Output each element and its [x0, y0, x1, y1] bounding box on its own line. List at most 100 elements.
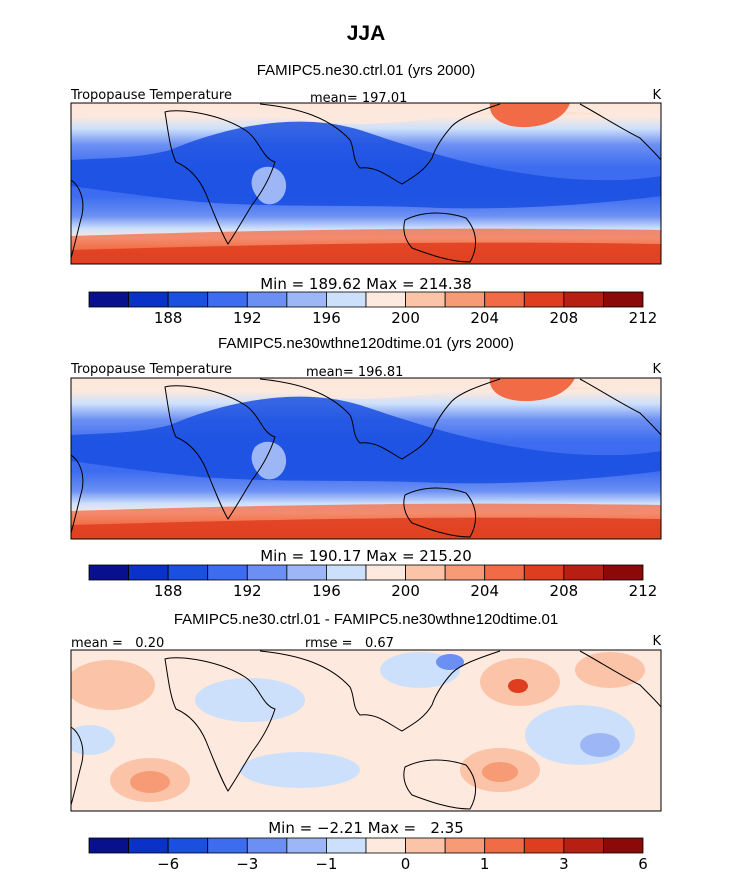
colorbar-swatch: [128, 564, 169, 581]
map-frame: [70, 102, 662, 265]
colorbar-swatch: [365, 837, 406, 854]
colorbar-swatch: [326, 837, 367, 854]
colorbar-tick-label: 188: [154, 582, 183, 600]
colorbar-swatch: [246, 837, 288, 854]
colorbar-swatch: [246, 291, 288, 308]
min-max-label: Min = 190.17 Max = 215.20: [260, 547, 472, 565]
coastline-north-america: [579, 103, 661, 161]
warm-spot-pacific: [489, 103, 570, 128]
coastline-south-america: [71, 726, 84, 806]
colorbar-swatch: [484, 837, 525, 854]
coastline-south-america: [71, 454, 84, 534]
mean-label: mean= 197.01: [310, 91, 407, 106]
colorbar-swatch: [484, 291, 525, 308]
panel-title: FAMIPC5.ne30wthne120dtime.01 (yrs 2000): [218, 335, 514, 352]
anomaly-patch: [525, 705, 635, 765]
colorbar: 188 192 196 200 204 208 212: [88, 564, 657, 600]
colorbar-tick-label: 212: [629, 309, 658, 327]
anomaly-patch: [195, 678, 305, 722]
colorbar: −6 −3 −1 0 1 3 6: [88, 837, 648, 873]
map-frame: [70, 377, 662, 540]
colorbar-swatch: [444, 564, 486, 581]
coastline-north-america: [579, 378, 661, 436]
colorbar-swatch: [207, 837, 248, 854]
colorbar-swatch: [326, 291, 367, 308]
colorbar-tick-label: 6: [638, 855, 648, 873]
colorbar-swatch: [167, 837, 209, 854]
panel-difference: FAMIPC5.ne30.ctrl.01 - FAMIPC5.ne30wthne…: [70, 611, 662, 873]
colorbar-swatch: [128, 837, 169, 854]
panel-title: FAMIPC5.ne30.ctrl.01 (yrs 2000): [257, 62, 475, 79]
colorbar-swatch: [365, 564, 406, 581]
colorbar-swatch: [563, 291, 604, 308]
colorbar-swatch: [523, 837, 565, 854]
colorbar-tick-label: 196: [312, 309, 341, 327]
colorbar-tick-label: 196: [312, 582, 341, 600]
colorbar-swatch: [246, 564, 288, 581]
colorbar-swatch: [128, 291, 169, 308]
warm-spot-pacific: [489, 378, 575, 402]
colorbar-swatch: [88, 291, 129, 308]
units-label: K: [652, 634, 661, 649]
colorbar-tick-label: −3: [236, 855, 258, 873]
colorbar-swatch: [326, 564, 367, 581]
anomaly-patch: [130, 771, 170, 793]
colorbar-tick-label: 208: [550, 582, 579, 600]
colorbar: 188 192 196 200 204 208 212: [88, 291, 658, 327]
anomaly-patch: [436, 654, 464, 670]
colorbar-tick-label: 204: [470, 309, 499, 327]
anomaly-patch: [71, 660, 155, 710]
coastline-australia: [403, 487, 476, 538]
colorbar-swatch: [405, 837, 446, 854]
coastline-africa: [164, 385, 276, 520]
colorbar-tick-label: 192: [233, 582, 262, 600]
panel-ctrl: FAMIPC5.ne30.ctrl.01 (yrs 2000) Tropopau…: [70, 62, 662, 327]
colorbar-swatch: [484, 564, 525, 581]
min-max-label: Min = −2.21 Max = 2.35: [268, 819, 464, 837]
field-label: Tropopause Temperature: [70, 362, 232, 377]
colorbar-tick-label: −6: [157, 855, 179, 873]
colorbar-swatch: [286, 837, 327, 854]
colorbar-swatch: [523, 291, 565, 308]
colorbar-tick-label: 200: [391, 582, 420, 600]
colorbar-tick-label: 1: [480, 855, 490, 873]
south-band-red: [71, 242, 661, 264]
colorbar-tick-label: 3: [559, 855, 569, 873]
cold-core: [71, 396, 661, 484]
coastline-asia: [259, 650, 501, 732]
map-field: [71, 650, 661, 811]
coastline-north-america: [579, 650, 661, 708]
colorbar-swatch: [207, 291, 248, 308]
coastline-africa: [164, 110, 276, 245]
map-frame: [70, 649, 662, 812]
colorbar-swatch: [286, 564, 327, 581]
colorbar-swatch: [603, 291, 644, 308]
anomaly-patch: [508, 679, 528, 693]
map-field: [71, 103, 661, 264]
colorbar-swatch: [523, 564, 565, 581]
colorbar-swatch: [286, 291, 327, 308]
colorbar-swatch: [167, 564, 209, 581]
colorbar-tick-label: −1: [315, 855, 337, 873]
south-band-red: [71, 517, 661, 539]
colorbar-swatch: [563, 564, 604, 581]
colorbar-swatch: [405, 564, 446, 581]
cold-core: [71, 121, 661, 209]
mean-label: mean = 0.20: [71, 636, 164, 651]
coastline-south-america: [71, 179, 84, 259]
colorbar-swatch: [207, 564, 248, 581]
coastline-australia: [403, 212, 476, 263]
colorbar-swatch: [563, 837, 604, 854]
colorbar-tick-label: 188: [154, 309, 183, 327]
mean-label: mean= 196.81: [306, 365, 403, 380]
panel-test: FAMIPC5.ne30wthne120dtime.01 (yrs 2000) …: [70, 335, 662, 600]
coastline-africa: [164, 657, 276, 792]
colorbar-swatch: [603, 564, 644, 581]
light-patch-africa: [251, 441, 287, 480]
colorbar-swatch: [88, 564, 129, 581]
anomaly-patch: [240, 752, 360, 788]
anomaly-patch: [580, 733, 620, 757]
units-label: K: [652, 362, 661, 377]
min-max-label: Min = 189.62 Max = 214.38: [260, 275, 472, 293]
